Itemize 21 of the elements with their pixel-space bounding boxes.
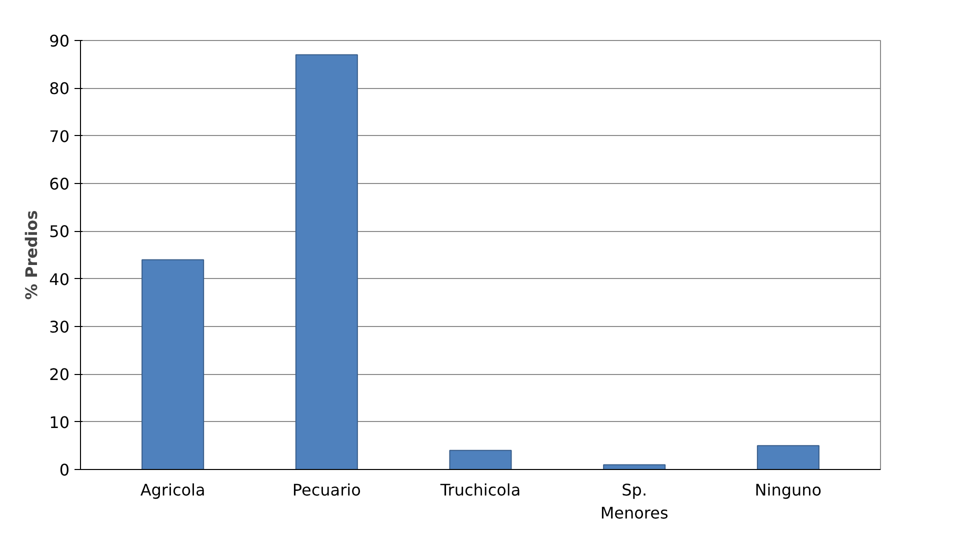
bar xyxy=(449,450,512,470)
bar xyxy=(756,445,820,470)
bar xyxy=(295,54,358,470)
y-tick-label: 0 xyxy=(59,460,70,480)
y-tick-label: 20 xyxy=(49,365,70,384)
x-tick-label: Truchicola xyxy=(439,480,521,500)
x-tick-label: Agricola xyxy=(140,480,206,500)
y-tick-label: 80 xyxy=(49,79,70,98)
y-tick-label: 90 xyxy=(49,32,70,50)
bar xyxy=(142,259,204,470)
x-tick-label: Sp. Menores xyxy=(600,480,668,522)
y-tick-label: 50 xyxy=(49,222,70,242)
y-tick-label: 40 xyxy=(49,270,70,289)
y-tick-label: 70 xyxy=(49,126,70,146)
x-tick-label: Ninguno xyxy=(754,480,822,500)
y-axis-title: % Predios xyxy=(22,210,42,300)
y-tick-label: 10 xyxy=(49,412,70,432)
y-tick-label: 30 xyxy=(49,318,70,336)
y-tick-label: 60 xyxy=(49,174,70,194)
bar xyxy=(603,464,666,470)
x-tick-label: Pecuario xyxy=(292,480,361,500)
